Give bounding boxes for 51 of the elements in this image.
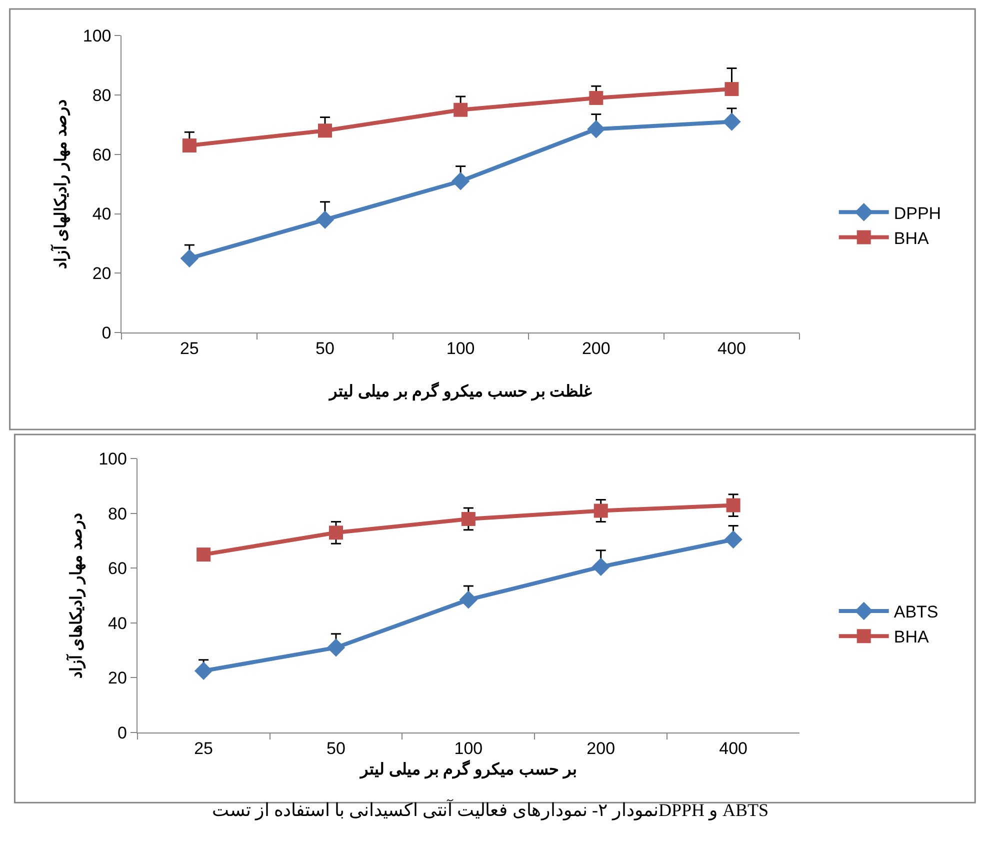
point [196,548,211,562]
x-tick-label: 200 [586,738,616,758]
point [589,90,604,105]
point [724,82,739,96]
point [594,504,608,518]
point [587,120,606,138]
x-tick-label: 50 [316,338,334,358]
point [326,638,346,657]
y-axis-title: درصد مهار رادیکاهای آزاد [64,512,86,678]
point [316,210,334,229]
point [459,590,478,609]
x-axis-title: غلظت بر حسب میکرو گرم بر میلی لیتر [328,382,593,402]
y-tick-label: 80 [92,86,112,105]
y-tick-label: 0 [102,324,112,343]
point [724,530,742,549]
y-tick-label: 100 [98,450,127,469]
legend-label: BHA [894,628,930,647]
x-tick-label: 100 [454,738,483,758]
y-tick-label: 0 [117,723,127,742]
point [722,112,741,131]
legend-label: BHA [894,228,930,248]
x-tick-label: 25 [180,338,199,358]
y-tick-label: 80 [108,504,127,524]
y-tick-label: 100 [82,26,112,46]
x-tick-label: 200 [582,338,610,358]
point [592,558,610,576]
point [180,249,199,268]
point [451,172,470,190]
y-tick-label: 60 [108,559,127,578]
point [182,138,196,152]
point [461,512,476,526]
point [726,498,740,512]
y-tick-label: 40 [92,204,112,224]
x-tick-label: 100 [446,338,475,358]
legend-label: ABTS [894,602,938,622]
y-axis-title: درصد مهار رادیکالهای آزاد [48,99,71,269]
x-tick-label: 25 [194,738,214,758]
legend-label: DPPH [894,204,942,223]
x-tick-label: 400 [719,738,748,758]
x-axis-title: بر حسب میکرو گرم بر میلی لیتر [360,760,576,780]
point [194,662,213,680]
point [454,102,468,117]
x-tick-label: 400 [718,338,746,358]
point [318,124,332,138]
y-tick-label: 60 [92,145,112,164]
y-tick-label: 20 [108,668,127,688]
x-tick-label: 50 [326,738,346,758]
y-tick-label: 40 [108,614,127,633]
y-tick-label: 20 [92,264,112,284]
text: نمودار ۲- نمودارهای فعالیت آنتی اکسیدانی با استفاده از تستDPPH و ABTS [212,799,769,821]
point [328,526,343,540]
